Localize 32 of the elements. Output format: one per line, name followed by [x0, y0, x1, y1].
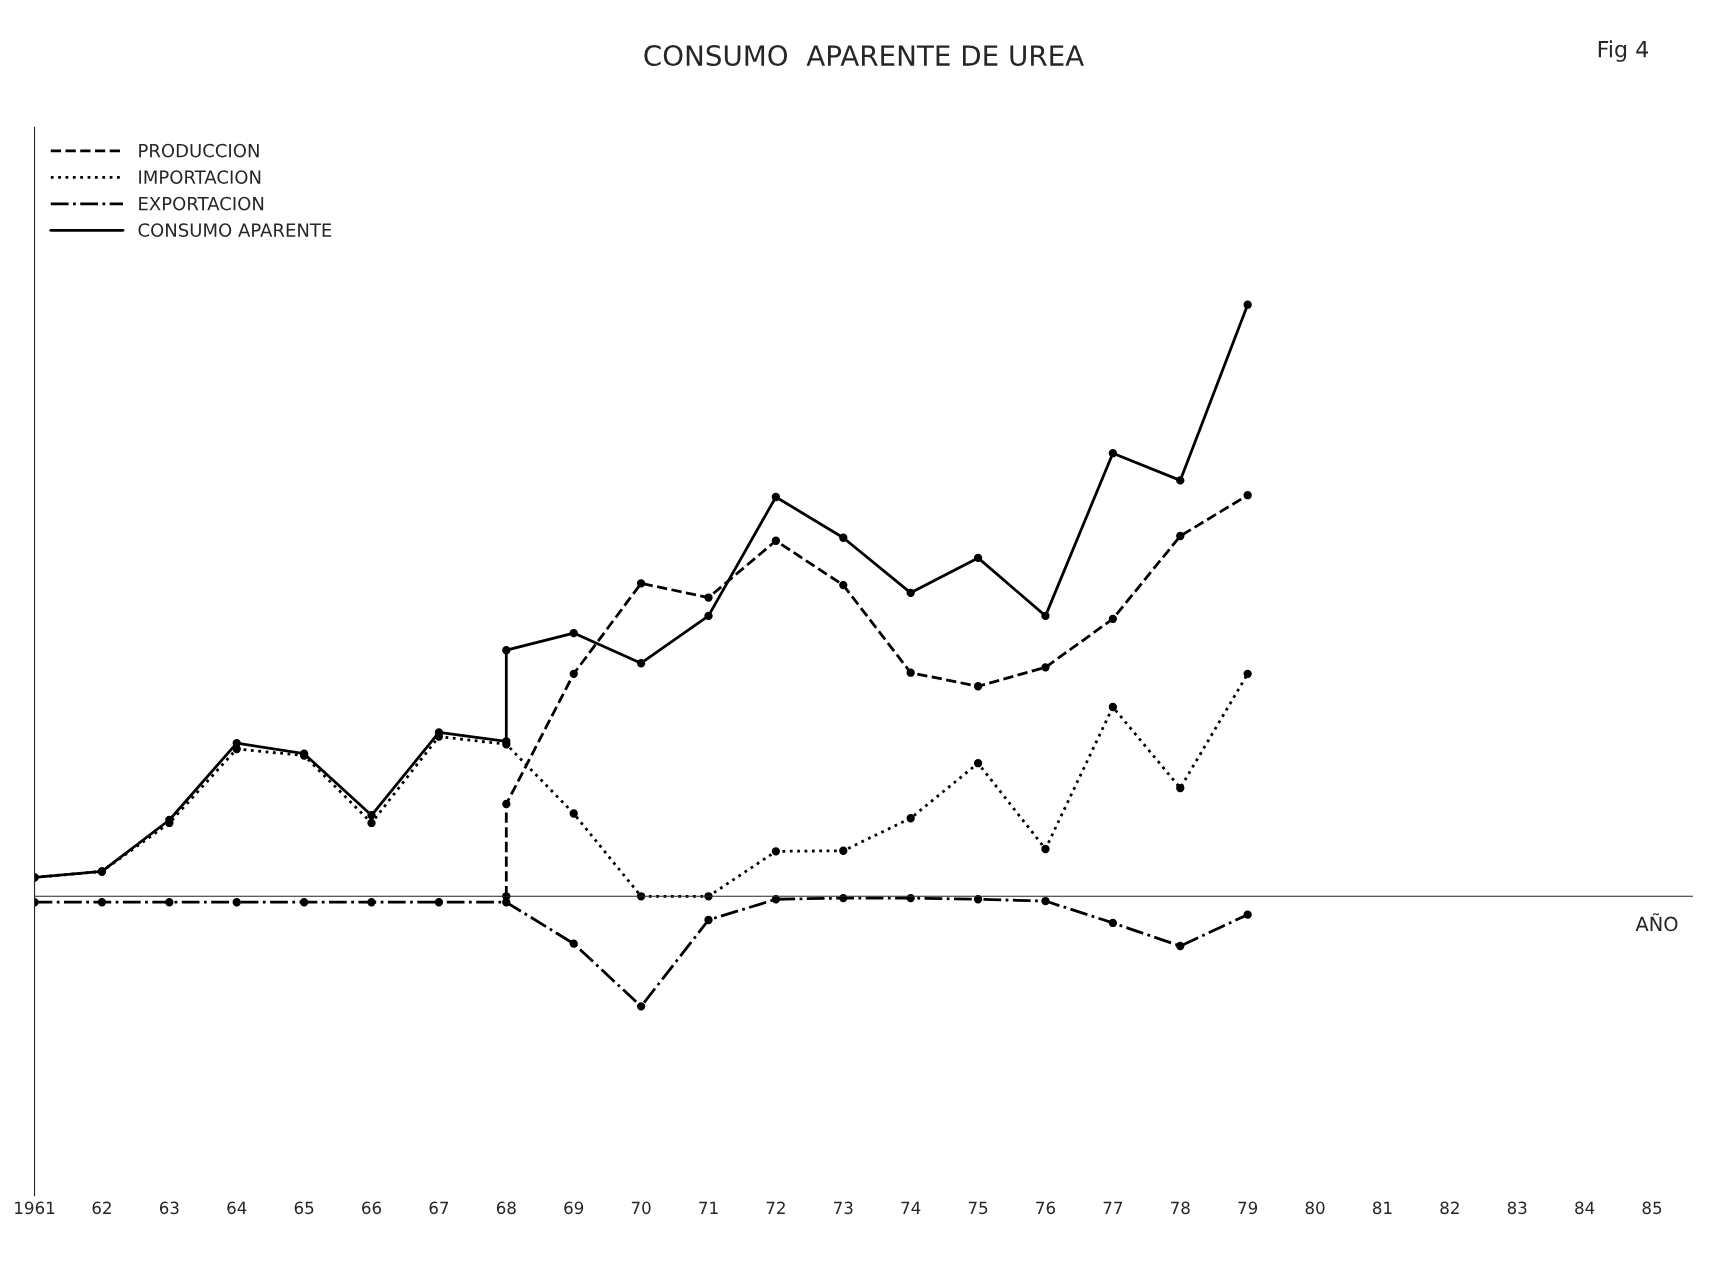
- x-tick-label: 80: [1305, 1201, 1325, 1215]
- x-tick-label: 76: [1036, 1201, 1056, 1215]
- x-tick-label: 67: [429, 1201, 449, 1215]
- x-tick-label: 81: [1372, 1201, 1392, 1215]
- x-tick-label: 63: [159, 1201, 179, 1215]
- x-tick-label: 72: [766, 1201, 785, 1214]
- legend-label: PRODUCCION: [139, 143, 259, 158]
- x-tick-label: 68: [496, 1201, 516, 1215]
- x-tick-label: 73: [834, 1201, 853, 1215]
- x-tick-label: 64: [227, 1201, 247, 1215]
- legend-label: CONSUMO APARENTE: [138, 223, 332, 237]
- chart-title: CONSUMO APARENTE DE UREA: [644, 45, 1084, 67]
- x-tick-label: 65: [294, 1201, 314, 1215]
- x-tick-label: 82: [1440, 1201, 1459, 1215]
- x-tick-label: 84: [1575, 1201, 1595, 1215]
- x-tick-label: 71: [699, 1201, 718, 1214]
- caption: Fig 4: [1598, 40, 1649, 62]
- legend-label: IMPORTACION: [139, 170, 261, 184]
- x-tick-label: 78: [1171, 1201, 1190, 1215]
- x-axis-title: AÑO: [1635, 913, 1678, 932]
- legend-label: EXPORTACION: [139, 196, 264, 211]
- x-tick-label: 66: [362, 1201, 382, 1215]
- x-tick-label: 74: [901, 1201, 921, 1214]
- x-tick-label: 85: [1642, 1201, 1662, 1215]
- x-tick-label: 77: [1103, 1201, 1123, 1214]
- x-tick-label: 79: [1238, 1201, 1258, 1215]
- x-tick-label: 83: [1507, 1201, 1527, 1215]
- x-tick-label: 1961: [15, 1201, 55, 1215]
- x-tick-label: 70: [631, 1201, 651, 1215]
- x-tick-label: 69: [564, 1201, 584, 1215]
- x-tick-label: 62: [92, 1201, 111, 1215]
- x-tick-label: 75: [968, 1201, 988, 1215]
